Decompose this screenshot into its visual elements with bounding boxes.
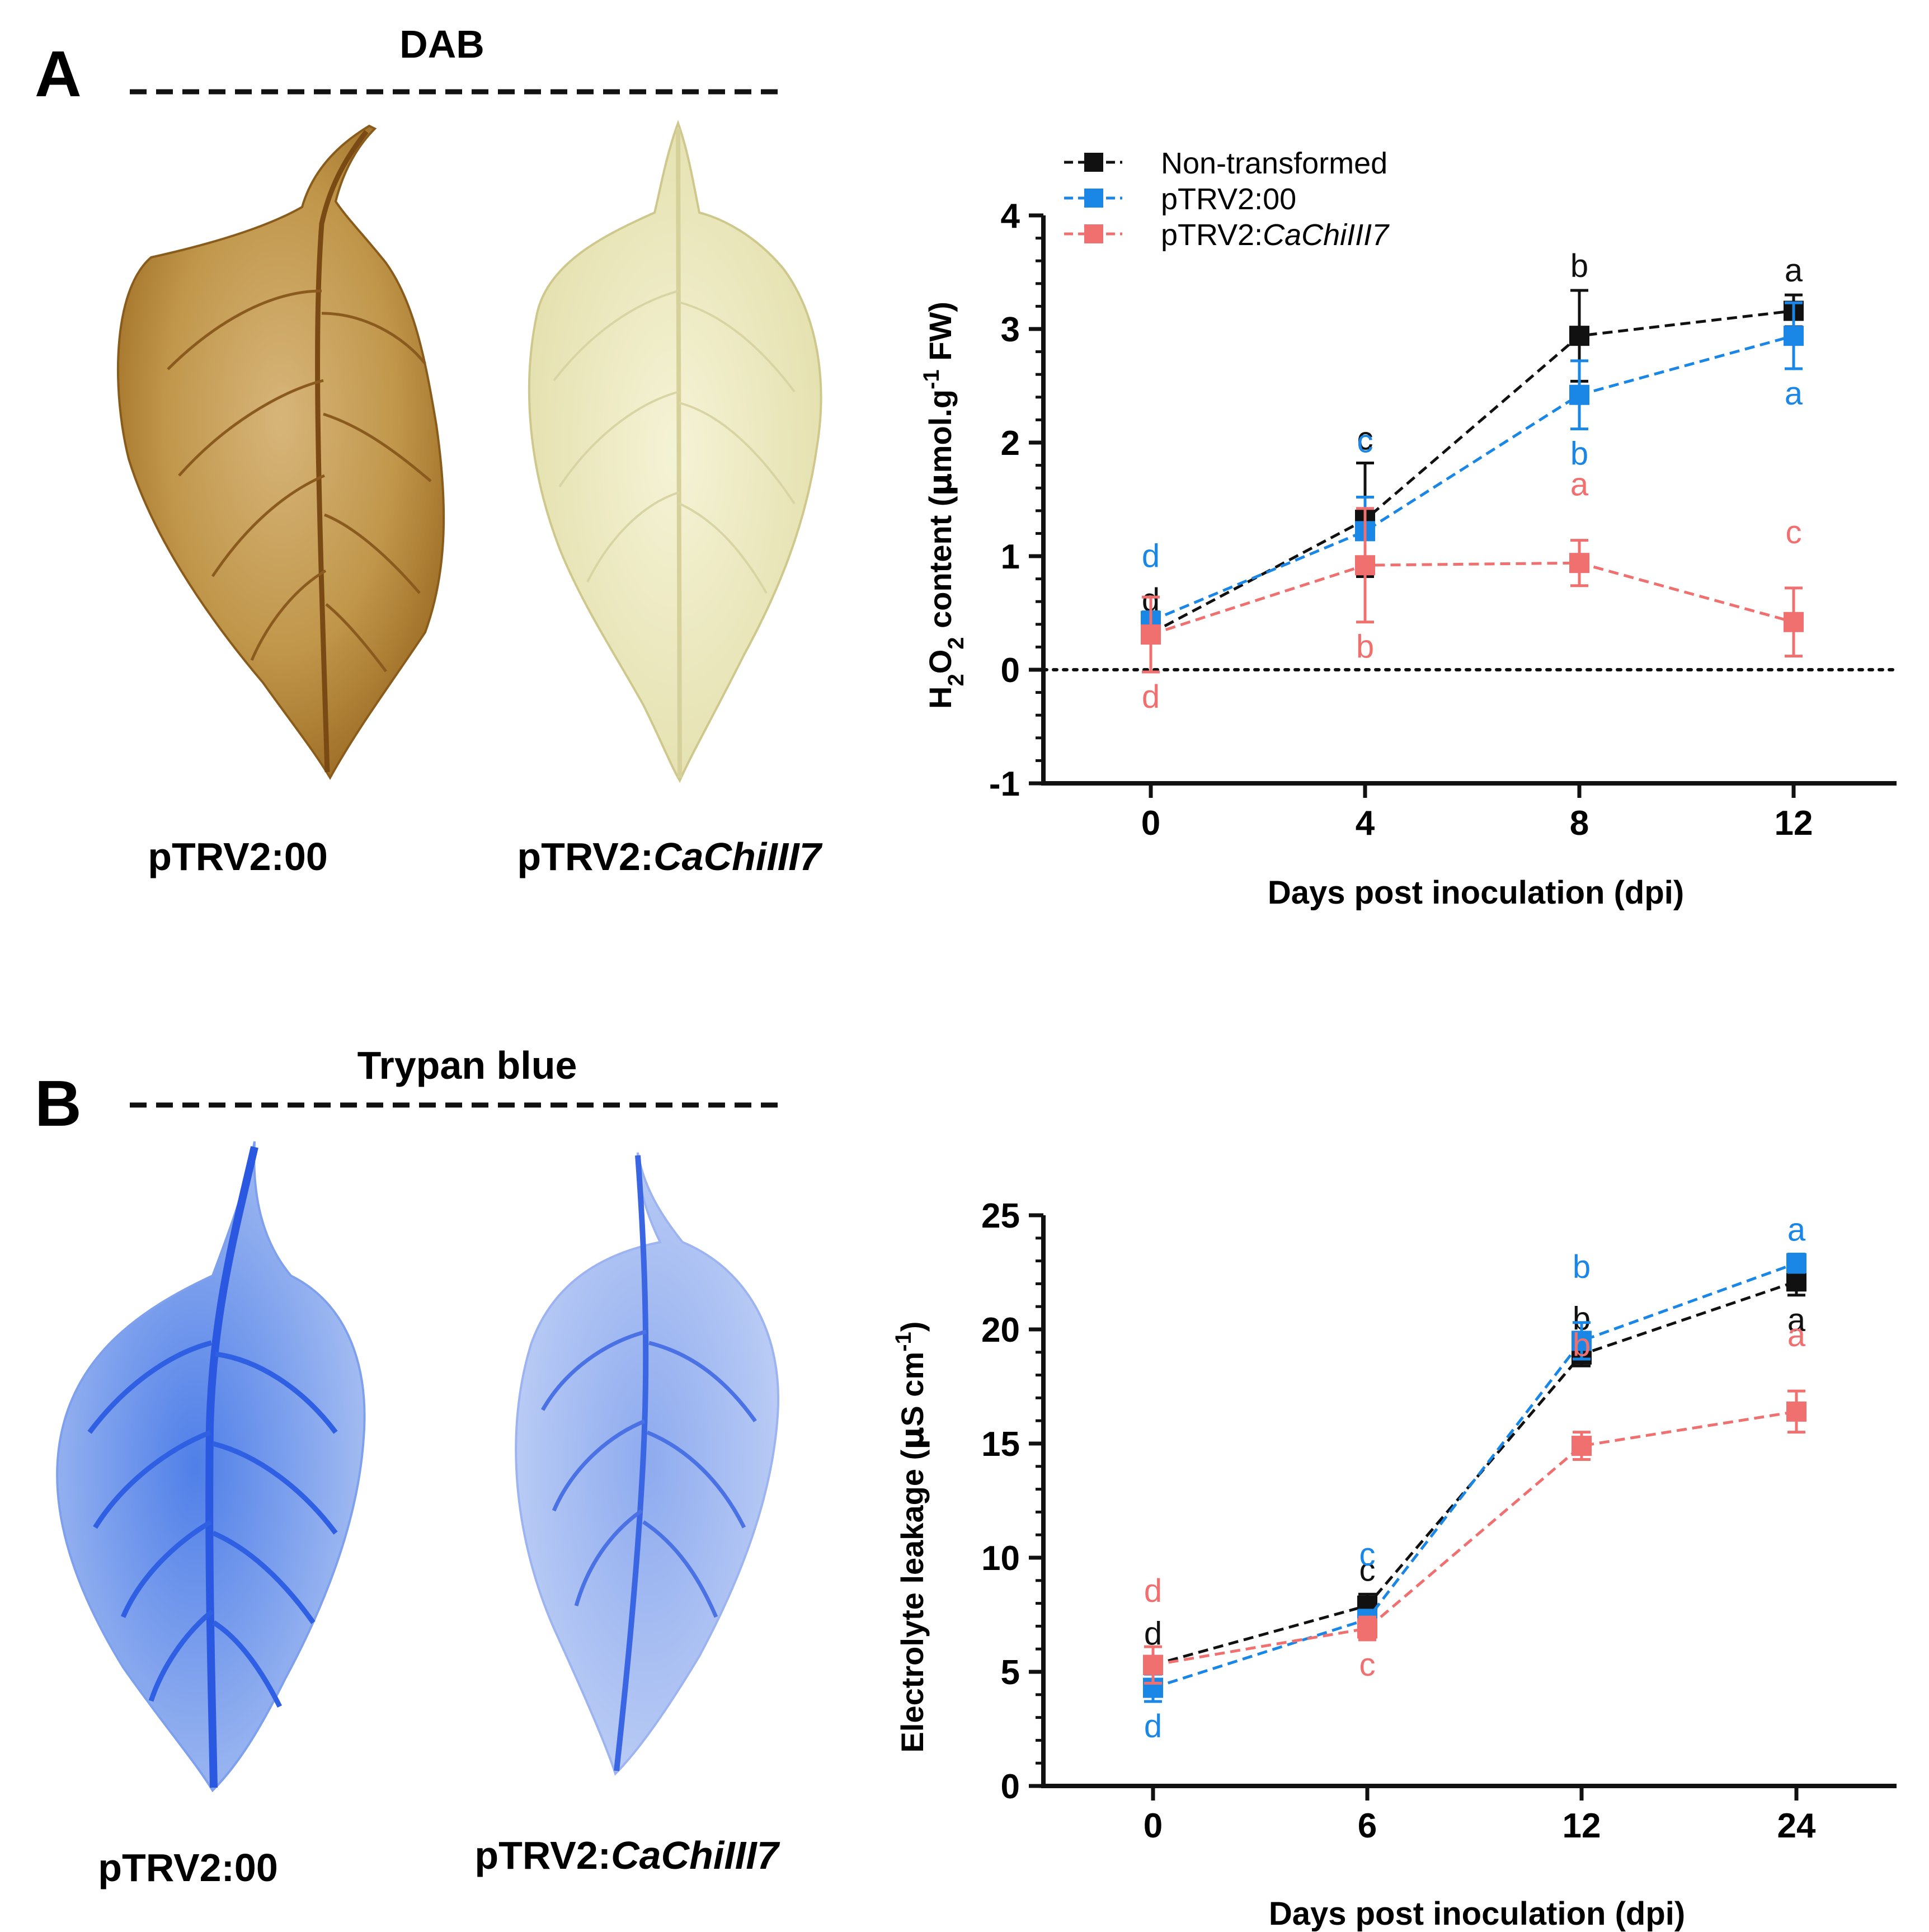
y-tick-label: 25 (981, 1197, 1020, 1235)
x-tick-label: 6 (1358, 1807, 1377, 1845)
data-point (1569, 384, 1589, 405)
panel-b-leaf-right-gene: CaChiIII7 (611, 1834, 780, 1877)
data-point (1786, 1271, 1806, 1292)
legend-marker (1084, 189, 1103, 208)
trypan-leaf-ptrv2-cachiiii7 (515, 1152, 779, 1776)
y-tick-label: 10 (981, 1539, 1020, 1578)
series-red: d b a c (1141, 467, 1804, 715)
significance-letter: a (1787, 1211, 1806, 1248)
panel-a-letter: A (35, 37, 82, 110)
significance-letter: b (1570, 436, 1588, 472)
series-red: d c b a (1143, 1317, 1806, 1685)
series-line (1152, 1410, 1797, 1667)
data-point (1786, 1401, 1806, 1422)
data-point (1569, 553, 1589, 574)
x-tick-label: 0 (1144, 1807, 1163, 1845)
series-line (1150, 561, 1794, 636)
y-tick-label: -1 (989, 765, 1020, 803)
electrolyte-chart: Electrolyte leakage (μS cm-1) Days post … (891, 1197, 1897, 1932)
legend-label: pTRV2:00 (1161, 182, 1296, 216)
y-tick-label: 0 (1001, 1768, 1020, 1806)
panel-b-letter: B (35, 1067, 82, 1140)
data-point (1143, 1654, 1163, 1675)
significance-letter: c (1359, 1552, 1376, 1588)
significance-letter: d (1142, 679, 1160, 715)
dab-leaf-ptrv2-cachiiii7 (528, 120, 822, 783)
significance-letter: c (1357, 421, 1373, 457)
x-tick-label: 12 (1563, 1807, 1601, 1845)
x-tick-label: 4 (1356, 804, 1375, 843)
data-point (1569, 326, 1589, 346)
x-tick-label: 12 (1775, 804, 1813, 843)
panel-b-stain-title: Trypan blue (357, 1043, 577, 1087)
significance-letter: c (1359, 1536, 1376, 1573)
significance-letter: c (1357, 423, 1373, 459)
y-tick-label: 5 (1001, 1653, 1020, 1692)
series-black: d c b a (1143, 1266, 1806, 1675)
significance-letter: c (1786, 514, 1802, 551)
significance-letter: b (1356, 629, 1374, 665)
series-line (1152, 1280, 1797, 1667)
h2o2-chart-xlabel: Days post inoculation (dpi) (1268, 875, 1684, 911)
electrolyte-chart-xlabel: Days post inoculation (dpi) (1269, 1896, 1685, 1932)
y-tick-label: 2 (1001, 424, 1020, 463)
legend-marker (1084, 224, 1103, 243)
y-tick-label: 3 (1001, 311, 1020, 349)
significance-letter: a (1570, 467, 1589, 503)
legend-marker (1084, 153, 1103, 172)
series-line (1150, 334, 1794, 623)
significance-letter: a (1785, 375, 1803, 412)
significance-letter: a (1787, 1302, 1806, 1338)
panel-a-leaf-right-prefix: pTRV2: (517, 835, 653, 878)
panel-a-leaf-left-label: pTRV2:00 (148, 835, 328, 878)
data-point (1784, 612, 1804, 632)
significance-letter: d (1144, 1708, 1162, 1745)
significance-letter: a (1787, 1317, 1806, 1353)
significance-letter: b (1573, 1249, 1591, 1285)
x-tick-label: 24 (1777, 1807, 1816, 1845)
data-point (1572, 1436, 1592, 1456)
y-tick-label: 20 (981, 1311, 1020, 1350)
panel-b-leaf-left-label: pTRV2:00 (98, 1846, 278, 1889)
panel-b-leaf-right-label: pTRV2:CaChiIII7 (474, 1834, 780, 1877)
y-tick-label: 4 (1001, 197, 1020, 236)
significance-letter: c (1359, 1647, 1376, 1683)
panel-a-leaf-right-gene: CaChiIII7 (653, 835, 823, 878)
series-line (1150, 309, 1794, 635)
series-blue: d c b a (1143, 1211, 1806, 1745)
trypan-leaf-ptrv2-00 (56, 1141, 366, 1793)
significance-letter: b (1573, 1327, 1591, 1364)
y-tick-label: 15 (981, 1425, 1020, 1464)
electrolyte-chart-ylabel: Electrolyte leakage (μS cm-1) (891, 1322, 931, 1753)
dab-leaf-ptrv2-00 (116, 124, 445, 780)
data-point (1786, 1253, 1806, 1273)
panel-b-leaf-right-prefix: pTRV2: (474, 1834, 611, 1877)
panel-a-stain-title: DAB (399, 22, 484, 66)
data-point (1355, 555, 1375, 576)
data-point (1572, 1331, 1592, 1351)
h2o2-chart-ylabel: H2O2 content (μmol.g-1 FW) (919, 302, 968, 709)
significance-letter: d (1144, 1573, 1162, 1609)
significance-letter: d (1142, 538, 1160, 574)
data-point (1357, 1618, 1377, 1639)
data-point (1141, 624, 1161, 645)
data-point (1784, 326, 1804, 346)
legend-label: pTRV2:CaChiIII7 (1161, 218, 1390, 252)
x-tick-label: 8 (1570, 804, 1589, 843)
y-tick-label: 1 (1001, 538, 1020, 576)
legend-label: Non-transformed (1161, 147, 1387, 180)
series-line (1152, 1262, 1797, 1689)
significance-letter: a (1785, 252, 1803, 289)
x-tick-label: 0 (1141, 804, 1160, 843)
significance-letter: b (1570, 248, 1588, 284)
panel-a-leaf-right-label: pTRV2:CaChiIII7 (517, 835, 822, 878)
y-tick-label: 0 (1001, 651, 1020, 690)
